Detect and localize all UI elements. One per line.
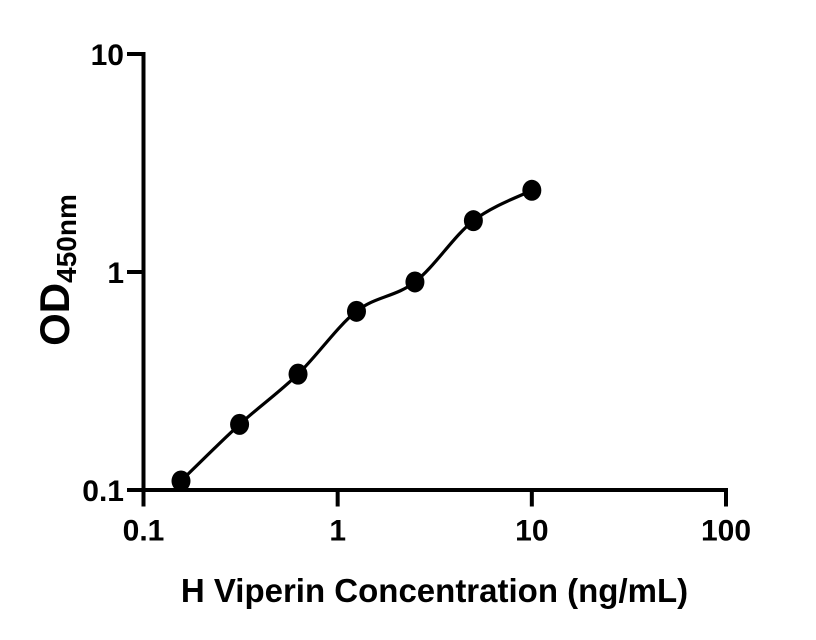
data-point [522, 179, 542, 201]
data-point [405, 271, 425, 293]
x-tick-label: 10 [515, 515, 548, 548]
data-point [463, 210, 483, 232]
data-point [230, 413, 250, 435]
y-tick-label: 1 [107, 257, 124, 290]
y-axis-title: OD450nm [31, 102, 82, 438]
x-axis-title: H Viperin Concentration (ng/mL) [180, 572, 689, 609]
x-tick-label: 1 [329, 515, 346, 548]
x-tick-label: 0.1 [123, 515, 165, 548]
data-point [346, 300, 366, 322]
fit-curve [179, 188, 533, 483]
y-tick-label: 10 [91, 39, 124, 72]
data-point [288, 363, 308, 385]
y-tick-label: 0.1 [82, 475, 124, 508]
data-point [171, 470, 191, 492]
y-axis-title-subscript: 450nm [51, 194, 82, 283]
y-axis-title-main: OD [31, 282, 78, 346]
x-tick-label: 100 [701, 515, 751, 548]
